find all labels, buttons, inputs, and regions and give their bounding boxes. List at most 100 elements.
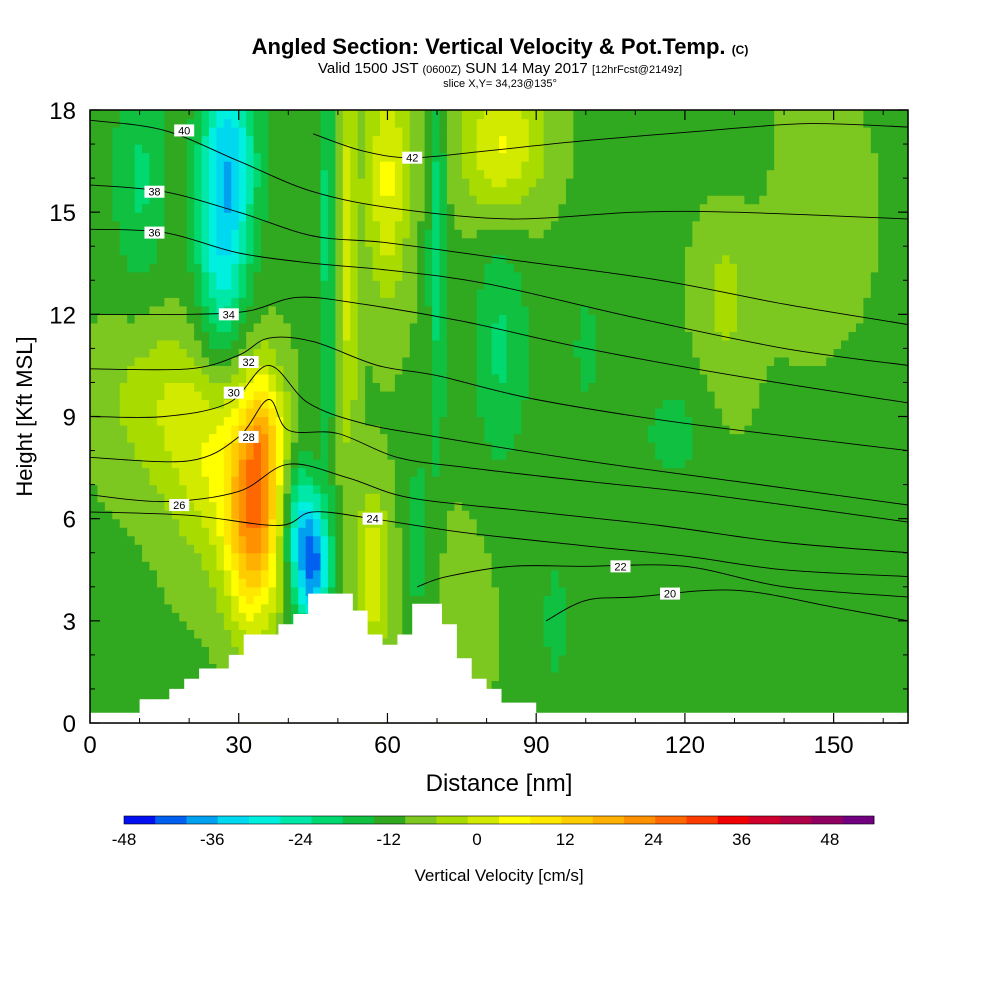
field-cell xyxy=(134,442,143,452)
field-cell xyxy=(261,331,270,341)
field-cell xyxy=(595,501,604,511)
field-cell xyxy=(90,331,99,341)
field-cell xyxy=(617,510,627,520)
field-cell xyxy=(900,663,909,673)
field-cell xyxy=(97,459,106,469)
field-cell xyxy=(387,476,396,486)
field-cell xyxy=(617,407,627,418)
field-cell xyxy=(223,663,232,673)
field-cell xyxy=(127,705,136,716)
field-cell xyxy=(722,493,731,503)
field-cell xyxy=(513,552,522,562)
field-cell xyxy=(588,348,597,358)
field-cell xyxy=(432,450,441,460)
field-cell xyxy=(476,637,485,647)
field-cell xyxy=(841,671,850,682)
field-cell xyxy=(119,671,128,682)
field-cell xyxy=(751,459,760,469)
field-cell xyxy=(595,484,604,494)
field-cell xyxy=(223,407,232,418)
field-cell xyxy=(744,518,753,528)
field-cell xyxy=(499,688,508,699)
field-cell xyxy=(499,535,508,545)
field-cell xyxy=(387,493,396,503)
field-cell xyxy=(283,493,292,503)
field-cell xyxy=(164,459,173,469)
field-cell xyxy=(298,373,307,384)
field-cell xyxy=(476,663,485,673)
field-cell xyxy=(90,339,99,349)
field-cell xyxy=(201,629,210,639)
field-cell xyxy=(617,433,627,443)
field-cell xyxy=(90,510,99,520)
field-cell xyxy=(499,680,508,690)
field-cell xyxy=(841,612,850,622)
field-cell xyxy=(744,399,753,409)
field-cell xyxy=(156,671,165,682)
field-cell xyxy=(647,578,656,588)
field-cell xyxy=(707,578,716,588)
field-cell xyxy=(246,603,255,613)
field-cell xyxy=(573,373,582,384)
field-cell xyxy=(112,416,121,426)
field-cell xyxy=(506,569,515,579)
field-cell xyxy=(677,620,686,630)
field-cell xyxy=(194,535,203,545)
field-cell xyxy=(662,442,671,452)
field-cell xyxy=(521,637,530,647)
field-cell xyxy=(112,467,121,477)
field-cell xyxy=(156,425,165,435)
field-cell xyxy=(900,603,909,613)
field-cell xyxy=(112,705,121,716)
field-cell xyxy=(885,578,894,588)
field-cell xyxy=(707,586,716,596)
field-cell xyxy=(283,510,292,520)
field-cell xyxy=(342,544,351,554)
field-cell xyxy=(632,561,641,571)
field-cell xyxy=(580,348,589,358)
field-cell xyxy=(833,390,842,401)
field-cell xyxy=(134,680,143,690)
field-cell xyxy=(536,603,545,613)
field-cell xyxy=(751,339,760,349)
field-cell xyxy=(796,510,805,520)
field-cell xyxy=(692,339,701,349)
field-cell xyxy=(171,663,180,673)
field-cell xyxy=(528,459,537,469)
field-cell xyxy=(878,569,887,579)
field-cell xyxy=(796,688,805,699)
field-cell xyxy=(655,356,664,367)
field-cell xyxy=(736,637,745,647)
field-cell xyxy=(603,467,612,477)
field-cell xyxy=(499,663,508,673)
field-cell xyxy=(595,663,604,673)
field-cell xyxy=(327,501,336,511)
field-cell xyxy=(313,442,322,452)
field-cell xyxy=(275,356,284,367)
field-cell xyxy=(707,459,716,469)
field-cell xyxy=(573,433,582,443)
field-cell xyxy=(253,484,262,494)
velocity-field xyxy=(90,110,909,724)
field-cell xyxy=(640,442,649,452)
field-cell xyxy=(179,416,188,426)
field-cell xyxy=(841,416,850,426)
field-cell xyxy=(231,527,240,537)
field-cell xyxy=(603,569,612,579)
field-cell xyxy=(350,510,359,520)
field-cell xyxy=(789,527,798,537)
field-cell xyxy=(692,595,701,605)
field-cell xyxy=(402,467,411,477)
field-cell xyxy=(261,578,270,588)
field-cell xyxy=(841,637,850,647)
field-cell xyxy=(699,612,708,622)
field-cell xyxy=(513,459,522,469)
field-cell xyxy=(521,425,530,435)
field-cell xyxy=(893,552,902,562)
field-cell xyxy=(878,629,887,639)
field-cell xyxy=(313,561,322,571)
field-cell xyxy=(751,484,760,494)
field-cell xyxy=(736,544,745,554)
field-cell xyxy=(201,578,210,588)
field-cell xyxy=(655,348,664,358)
